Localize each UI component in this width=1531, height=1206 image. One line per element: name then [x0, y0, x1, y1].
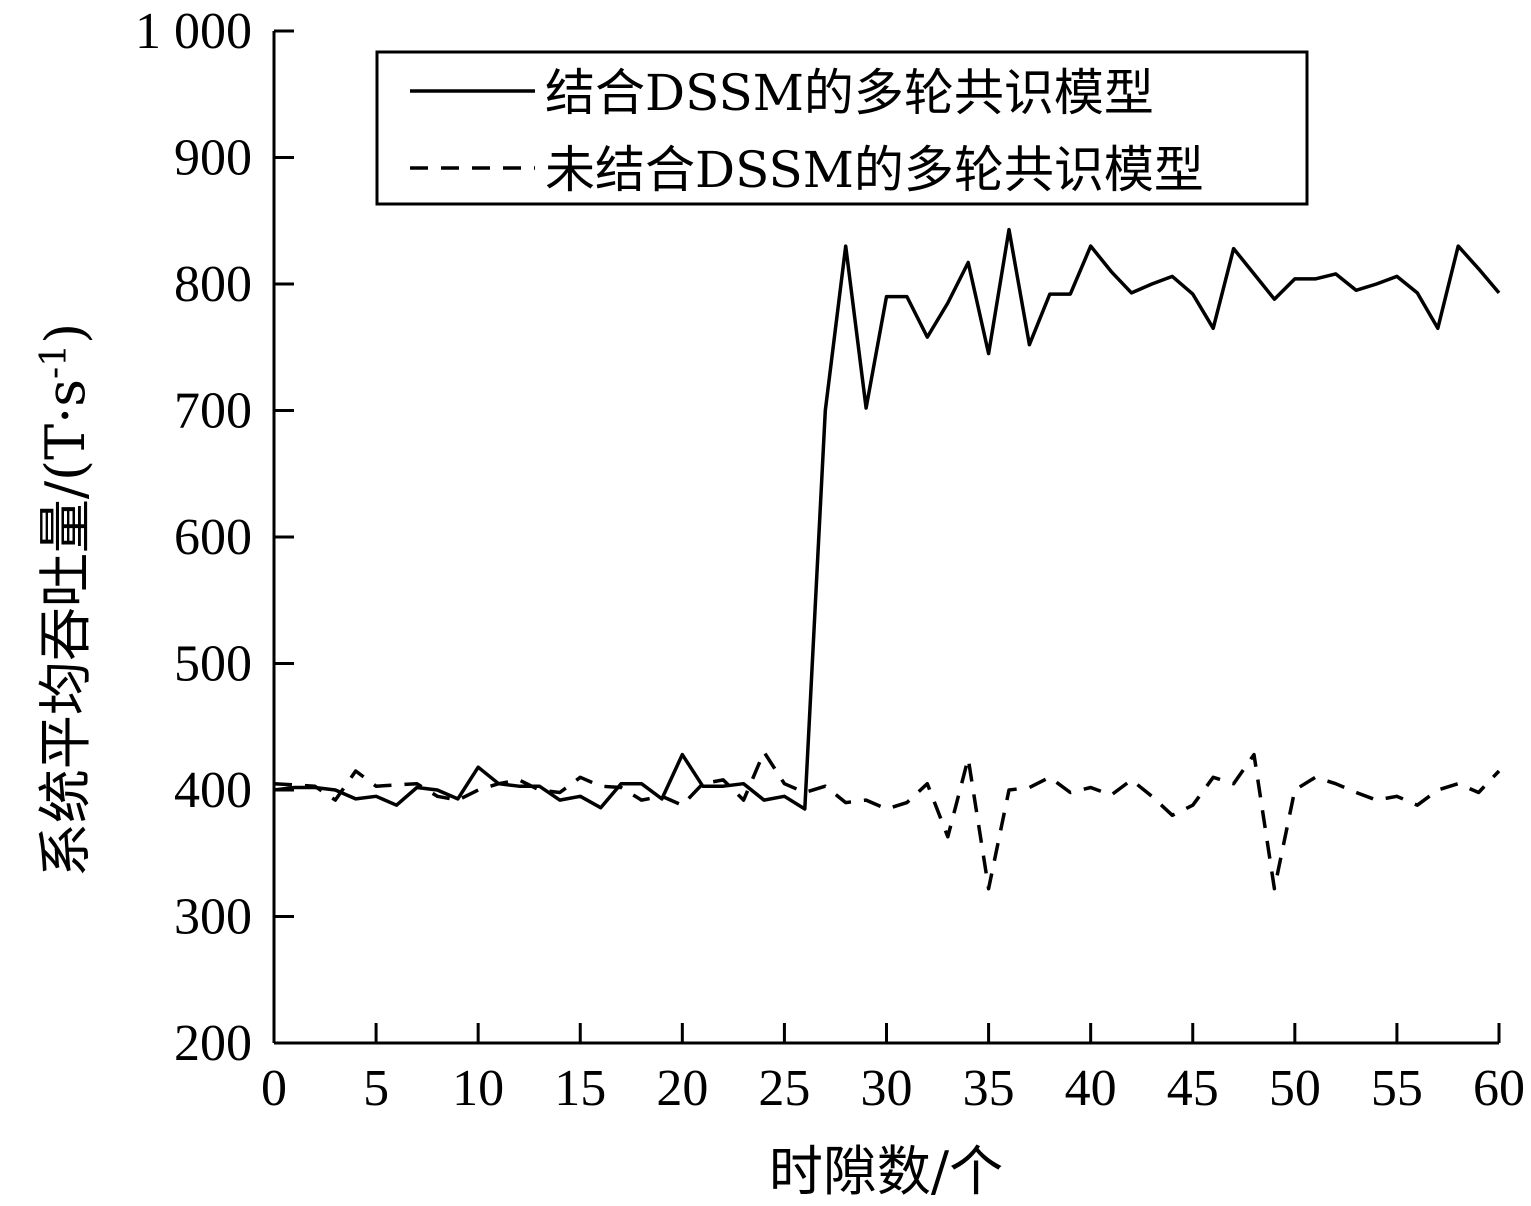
x-tick-label: 20	[656, 1060, 708, 1117]
x-tick-label: 5	[363, 1060, 389, 1117]
series-line-1	[273, 227, 1501, 811]
x-tick-label: 35	[963, 1060, 1015, 1117]
x-tick-label: 25	[758, 1060, 810, 1117]
x-axis-title: 时隙数/个	[769, 1140, 1003, 1203]
y-tick-label: 800	[174, 256, 252, 313]
x-ticks: 0 5 10 15 20 25 30 35 40 45 50 55 60	[261, 1023, 1525, 1117]
y-tick-label: 900	[174, 130, 252, 187]
y-tick-label: 400	[174, 762, 252, 819]
y-ticks: 200 300 400 500 600 700 800 900 1 000	[135, 3, 294, 1072]
y-axis-title-main: 系统平均吞吐量/(T·s	[34, 379, 97, 877]
y-axis-title-suffix: )	[34, 323, 97, 344]
series-layer	[273, 227, 1501, 891]
y-tick-label: 700	[174, 383, 252, 440]
y-axis-title-superscript: -1	[34, 344, 75, 379]
x-tick-label: 45	[1167, 1060, 1219, 1117]
plot-area: 200 300 400 500 600 700 800 900 1 000 0 5 10 15 20 25…	[135, 3, 1525, 1117]
x-tick-label: 40	[1065, 1060, 1117, 1117]
x-tick-label: 15	[554, 1060, 606, 1117]
x-tick-label: 50	[1269, 1060, 1321, 1117]
x-tick-label: 55	[1371, 1060, 1423, 1117]
series-line-2	[273, 750, 1501, 891]
y-tick-label: 300	[174, 889, 252, 946]
legend: 结合DSSM的多轮共识模型 未结合DSSM的多轮共识模型	[375, 50, 1309, 206]
legend-label-solid: 结合DSSM的多轮共识模型	[545, 64, 1154, 122]
x-tick-label: 0	[261, 1060, 287, 1117]
y-tick-label: 500	[174, 636, 252, 693]
y-axis-title: 系统平均吞吐量/(T·s-1)	[34, 323, 97, 877]
y-tick-label: 600	[174, 509, 252, 566]
x-tick-label: 30	[861, 1060, 913, 1117]
y-tick-label: 200	[174, 1015, 252, 1072]
legend-box	[375, 50, 1309, 206]
x-tick-label: 10	[452, 1060, 504, 1117]
y-tick-label: 1 000	[135, 3, 252, 60]
x-tick-label: 60	[1473, 1060, 1525, 1117]
legend-label-dashed: 未结合DSSM的多轮共识模型	[545, 141, 1204, 199]
